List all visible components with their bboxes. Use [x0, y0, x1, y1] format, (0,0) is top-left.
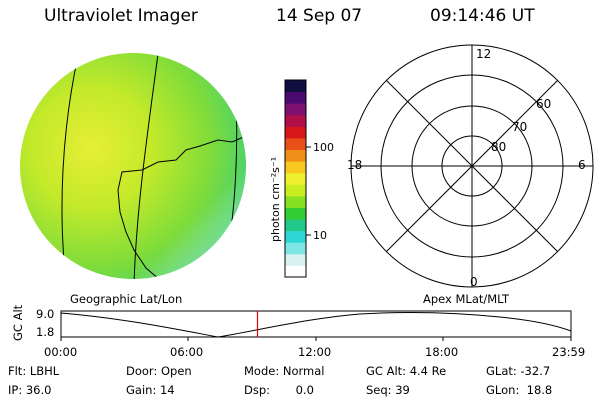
timeline-ytick: 9.0 [36, 307, 54, 321]
uv-disc-edge [20, 53, 246, 279]
timeline-ylabel: GC Alt [11, 304, 25, 341]
colorbar-swatch [285, 195, 306, 208]
info-gain: Gain: 14 [126, 383, 175, 397]
info-filter: Flt: LBHL [8, 364, 60, 378]
info-seq: Seq: 39 [366, 383, 410, 397]
polar-diagonal [385, 79, 559, 253]
timeline-xtick: 12:00 [298, 345, 331, 359]
colorbar [285, 80, 306, 278]
date-label: 14 Sep 07 [276, 6, 363, 26]
meridian-line [61, 55, 79, 279]
uv-image [20, 53, 246, 279]
coastline [117, 135, 246, 279]
colorbar-swatch [285, 265, 306, 278]
timeline-xtick: 06:00 [170, 345, 203, 359]
colorbar-tick-label: 10 [313, 229, 327, 242]
timeline-xtick: 00:00 [44, 345, 77, 359]
polar-label-left: 18 [347, 158, 362, 172]
colorbar-swatch [285, 253, 306, 266]
info-dsp: Dsp: 0.0 [244, 383, 314, 397]
colorbar-frame [284, 79, 307, 278]
altitude-curve [60, 312, 572, 338]
colorbar-swatch [285, 207, 306, 220]
timeline-xtick: 23:59 [552, 345, 585, 359]
colorbar-swatch [285, 103, 306, 116]
info-mode: Mode: Normal [244, 364, 325, 378]
polar-label-bottom: 0 [470, 275, 478, 289]
left-map-caption: Geographic Lat/Lon [70, 292, 182, 306]
polar-label-top: 12 [476, 47, 491, 61]
colorbar-swatch [285, 242, 306, 255]
colorbar-tick-label: 100 [313, 141, 334, 154]
info-door: Door: Open [126, 364, 192, 378]
timeline-frame [60, 310, 572, 338]
timeline-ticks [60, 337, 572, 341]
colorbar-unit-label: photon cm⁻²s⁻¹ [269, 157, 282, 242]
polar-grid [350, 44, 594, 288]
info-ip: IP: 36.0 [8, 383, 52, 397]
colorbar-swatch [285, 161, 306, 174]
info-glon: GLon: 18.8 [486, 383, 553, 397]
colorbar-swatch [285, 184, 306, 197]
timeline-xtick: 18:00 [425, 345, 458, 359]
colorbar-swatch [285, 149, 306, 162]
polar-ring-label: 60 [536, 97, 551, 111]
polar-ring-label: 70 [512, 120, 527, 134]
info-gc-alt: GC Alt: 4.4 Re [366, 364, 447, 378]
colorbar-swatch [285, 219, 306, 232]
right-map-caption: Apex MLat/MLT [423, 292, 510, 306]
colorbar-swatch [285, 126, 306, 139]
colorbar-swatch [285, 91, 306, 104]
time-label: 09:14:46 UT [430, 6, 535, 26]
colorbar-swatch [285, 80, 306, 93]
instrument-title: Ultraviolet Imager [44, 6, 198, 26]
info-glat: GLat: -32.7 [486, 364, 551, 378]
polar-ring-label: 80 [491, 140, 506, 154]
colorbar-swatch [285, 230, 306, 243]
colorbar-swatch [285, 114, 306, 127]
colorbar-swatch [285, 172, 306, 185]
timeline-ytick: 1.8 [36, 325, 54, 339]
polar-label-right: 6 [578, 158, 586, 172]
colorbar-swatch [285, 137, 306, 151]
